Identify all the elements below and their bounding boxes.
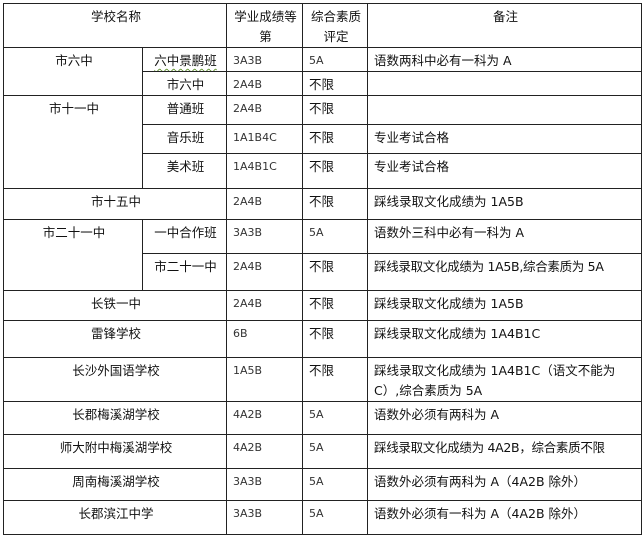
class-name: 六中景鹏班 <box>141 47 228 72</box>
note: 踩线录取文化成绩为 1A4B1C（语文不能为 C）,综合素质为 5A <box>367 357 643 402</box>
class-name: 一中合作班 <box>141 219 228 254</box>
quality: 不限 <box>302 253 369 291</box>
note: 踩线录取文化成绩为 1A5B <box>367 188 643 220</box>
header-quality: 综合素质评定 <box>302 3 369 48</box>
school-name: 市十一中 <box>3 95 143 189</box>
school-name: 市六中 <box>3 47 143 96</box>
table-row: 长郡滨江中学 3A3B 5A 语数外必须有一科为 A（4A2B 除外） <box>2 500 643 535</box>
note: 专业考试合格 <box>367 124 643 154</box>
table-row: 市十五中 2A4B 不限 踩线录取文化成绩为 1A5B <box>2 188 643 220</box>
grade: 2A4B <box>226 71 304 96</box>
table-row: 长沙外国语学校 1A5B 不限 踩线录取文化成绩为 1A4B1C（语文不能为 C… <box>2 357 643 402</box>
school-name: 市二十一中 <box>3 219 143 291</box>
note: 踩线录取文化成绩为 1A5B <box>367 290 643 321</box>
table-row: 市六中 六中景鹏班 3A3B 5A 语数两科中必有一科为 A <box>3 47 643 96</box>
note: 踩线录取文化成绩为 4A2B，综合素质不限 <box>367 434 643 469</box>
grade: 3A3B <box>226 468 304 501</box>
table-row: 师大附中梅溪湖学校 4A2B 5A 踩线录取文化成绩为 4A2B，综合素质不限 <box>2 434 643 469</box>
note: 语数外必须有两科为 A <box>367 401 643 435</box>
table-row: 长郡梅溪湖学校 4A2B 5A 语数外必须有两科为 A <box>2 401 643 435</box>
school-name: 周南梅溪湖学校 <box>2 468 228 501</box>
quality: 不限 <box>302 95 369 125</box>
class-name: 普通班 <box>141 95 228 125</box>
quality: 5A <box>302 47 369 72</box>
grade: 6B <box>226 320 304 358</box>
school-name: 长沙外国语学校 <box>2 357 228 402</box>
class-name: 市二十一中 <box>141 253 228 291</box>
quality: 5A <box>302 468 369 501</box>
table-row: 长铁一中 2A4B 不限 踩线录取文化成绩为 1A5B <box>2 290 643 321</box>
grade: 3A3B <box>226 219 304 254</box>
quality: 不限 <box>302 357 369 402</box>
table-row: 音乐班 1A1B4C 不限 专业考试合格 <box>4 124 643 154</box>
note <box>367 71 643 96</box>
quality: 5A <box>302 219 369 254</box>
table-row: 周南梅溪湖学校 3A3B 5A 语数外必须有两科为 A（4A2B 除外） <box>2 468 643 501</box>
school-name: 长铁一中 <box>2 290 228 321</box>
school-name: 雷锋学校 <box>2 320 228 358</box>
note: 踩线录取文化成绩为 1A5B,综合素质为 5A <box>367 253 643 291</box>
grade: 1A4B1C <box>226 153 304 189</box>
grade: 2A4B <box>226 290 304 321</box>
admission-table: 学校名称 学业成绩等第 综合素质评定 备注 市六中 六中景鹏班 3A3B 5A … <box>2 3 643 535</box>
quality: 不限 <box>302 124 369 154</box>
header-row: 学校名称 学业成绩等第 综合素质评定 备注 <box>2 3 643 48</box>
note: 语数外必须有一科为 A（4A2B 除外） <box>367 500 643 535</box>
class-name: 音乐班 <box>141 124 228 154</box>
grade: 1A1B4C <box>226 124 304 154</box>
table-row: 市二十一中 一中合作班 3A3B 5A 语数外三科中必有一科为 A <box>3 219 643 291</box>
note: 专业考试合格 <box>367 153 643 189</box>
header-school: 学校名称 <box>2 3 228 48</box>
quality: 5A <box>302 500 369 535</box>
grade: 2A4B <box>226 253 304 291</box>
table-row: 市六中 2A4B 不限 <box>4 71 643 96</box>
quality: 不限 <box>302 188 369 220</box>
note <box>367 95 643 125</box>
note: 语数两科中必有一科为 A <box>367 47 643 72</box>
table-row: 美术班 1A4B1C 不限 专业考试合格 <box>4 153 643 189</box>
class-name: 美术班 <box>141 153 228 189</box>
class-name: 市六中 <box>141 71 228 96</box>
quality: 5A <box>302 401 369 435</box>
school-name: 长郡梅溪湖学校 <box>2 401 228 435</box>
quality: 5A <box>302 434 369 469</box>
table-row: 雷锋学校 6B 不限 踩线录取文化成绩为 1A4B1C <box>2 320 643 358</box>
quality: 不限 <box>302 153 369 189</box>
note: 语数外必须有两科为 A（4A2B 除外） <box>367 468 643 501</box>
note: 语数外三科中必有一科为 A <box>367 219 643 254</box>
grade: 4A2B <box>226 434 304 469</box>
grade: 2A4B <box>226 95 304 125</box>
quality: 不限 <box>302 320 369 358</box>
quality: 不限 <box>302 290 369 321</box>
school-name: 师大附中梅溪湖学校 <box>2 434 228 469</box>
table-row: 市二十一中 2A4B 不限 踩线录取文化成绩为 1A5B,综合素质为 5A <box>4 253 643 291</box>
grade: 1A5B <box>226 357 304 402</box>
grade: 4A2B <box>226 401 304 435</box>
table-row: 市十一中 普通班 2A4B 不限 <box>3 95 643 189</box>
grade: 3A3B <box>226 47 304 72</box>
school-name: 市十五中 <box>2 188 228 220</box>
header-note: 备注 <box>367 3 643 48</box>
grade: 2A4B <box>226 188 304 220</box>
quality: 不限 <box>302 71 369 96</box>
header-grade: 学业成绩等第 <box>226 3 304 48</box>
note: 踩线录取文化成绩为 1A4B1C <box>367 320 643 358</box>
grade: 3A3B <box>226 500 304 535</box>
school-name: 长郡滨江中学 <box>2 500 228 535</box>
